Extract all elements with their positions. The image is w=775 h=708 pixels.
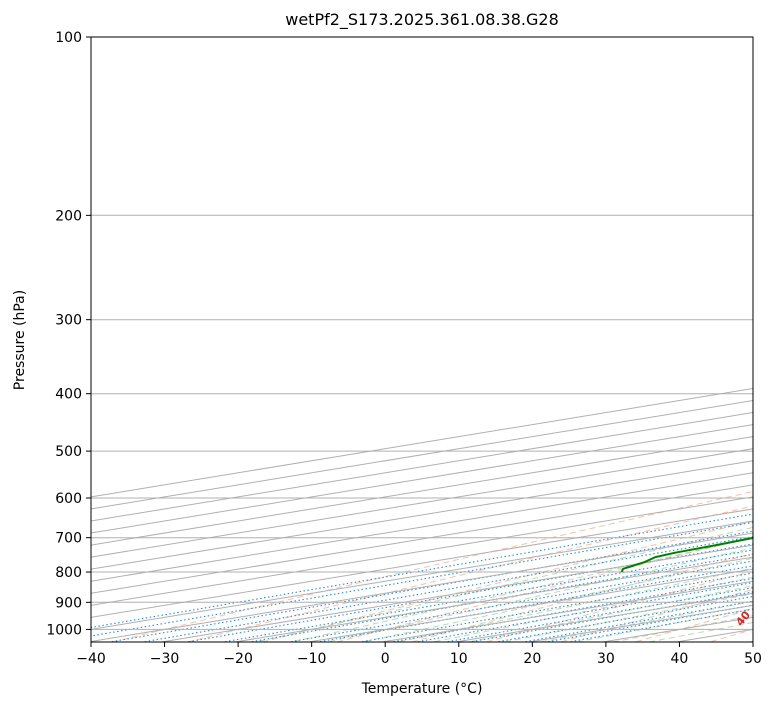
x-tick-label: 50 bbox=[744, 651, 762, 667]
moist-adiabat bbox=[537, 600, 753, 642]
isotherm-line bbox=[91, 508, 753, 618]
moist-adiabat bbox=[501, 593, 753, 642]
mixing-ratio-line bbox=[220, 549, 753, 642]
moist-adiabat bbox=[253, 526, 753, 642]
moist-adiabat bbox=[430, 576, 753, 642]
x-tick-label: 40 bbox=[671, 651, 689, 667]
y-tick-label: 1000 bbox=[46, 622, 82, 638]
y-tick-label: 100 bbox=[55, 30, 82, 46]
y-tick-label: 900 bbox=[55, 595, 82, 611]
isotherm-line bbox=[91, 460, 753, 570]
mixing-ratio-line bbox=[183, 543, 753, 642]
chart-title: wetPf2_S173.2025.361.08.38.G28 bbox=[285, 10, 559, 30]
isotherm-line bbox=[91, 520, 753, 630]
isotherm-line bbox=[91, 484, 753, 594]
x-tick-label: −20 bbox=[223, 651, 253, 667]
mixing-ratio-line bbox=[565, 608, 753, 642]
x-tick-label: 10 bbox=[450, 651, 468, 667]
x-tick-label: −40 bbox=[76, 651, 106, 667]
moist-adiabat bbox=[289, 537, 753, 642]
y-tick-label: 300 bbox=[55, 313, 82, 329]
y-tick-label: 400 bbox=[55, 387, 82, 403]
isotherm-line bbox=[91, 496, 753, 606]
mixing-ratio-line bbox=[285, 560, 753, 642]
axis-ticks: −40 −30 −20 −10 0 10 20 30 40 50 100 200 300 400 500 60… bbox=[46, 30, 762, 667]
plot-frame bbox=[90, 36, 754, 643]
mixing-ratio-line bbox=[246, 553, 753, 642]
gridlines bbox=[91, 37, 753, 642]
isotherm-line bbox=[91, 532, 753, 642]
x-tick-label: −10 bbox=[297, 651, 327, 667]
x-tick-label: −30 bbox=[150, 651, 180, 667]
mixing-ratio-line bbox=[91, 513, 753, 629]
isotherm-line bbox=[91, 436, 753, 546]
y-tick-label: 800 bbox=[55, 565, 82, 581]
x-tick-label: 0 bbox=[381, 651, 390, 667]
mixing-ratio-line bbox=[139, 536, 753, 642]
isotherm-line bbox=[91, 472, 753, 582]
y-tick-label: 600 bbox=[55, 491, 82, 507]
y-axis-label: Pressure (hPa) bbox=[12, 290, 28, 390]
x-tick-label: 30 bbox=[597, 651, 615, 667]
x-tick-label: 20 bbox=[523, 651, 541, 667]
y-tick-label: 200 bbox=[55, 208, 82, 224]
isotherm-line bbox=[91, 448, 753, 558]
x-axis-label: Temperature (°C) bbox=[361, 681, 483, 697]
y-tick-label: 700 bbox=[55, 531, 82, 547]
y-tick-label: 500 bbox=[55, 444, 82, 460]
mixing-ratio-line bbox=[542, 604, 753, 642]
